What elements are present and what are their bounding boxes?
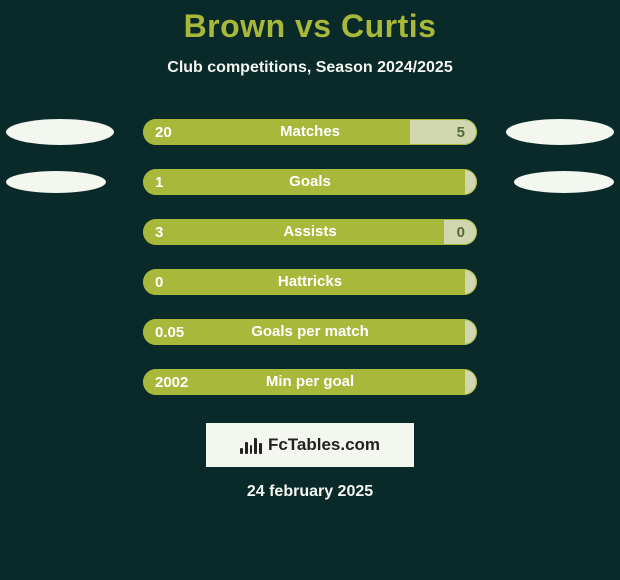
brand-text: FcTables.com [268,435,380,455]
stat-bar-left-seg: 0.05 [143,319,465,345]
stat-bar-right-seg: 0 [444,219,477,245]
stat-row: 205Matches [0,119,620,145]
stat-bar: 2002Min per goal [143,369,477,395]
bar-chart-icon [240,436,262,454]
stat-bar-right-seg: 5 [410,119,477,145]
stat-left-value: 20 [155,124,172,141]
stat-right-value: 5 [457,124,465,141]
stat-row: 2002Min per goal [0,369,620,395]
date-text: 24 february 2025 [0,483,620,501]
stat-row: 1Goals [0,169,620,195]
stat-left-value: 2002 [155,374,188,391]
stat-bar-left-seg: 20 [143,119,410,145]
stat-bar: 30Assists [143,219,477,245]
stat-bar-left-seg: 0 [143,269,465,295]
stat-row: 0Hattricks [0,269,620,295]
brand-badge: FcTables.com [206,423,414,467]
stat-rows: 205Matches1Goals30Assists0Hattricks0.05G… [0,119,620,395]
stat-bar: 0Hattricks [143,269,477,295]
stat-bar: 0.05Goals per match [143,319,477,345]
stat-left-value: 3 [155,224,163,241]
stat-bar-left-seg: 3 [143,219,444,245]
stat-bar: 205Matches [143,119,477,145]
stat-left-value: 0.05 [155,324,184,341]
stat-bar-right-seg [465,169,477,195]
player-left-placeholder [6,119,114,145]
title-left: Brown [184,8,286,44]
stat-left-value: 0 [155,274,163,291]
stat-bar-right-seg [465,319,477,345]
stat-right-value: 0 [457,224,465,241]
player-right-placeholder [514,171,614,193]
stat-row: 0.05Goals per match [0,319,620,345]
subtitle: Club competitions, Season 2024/2025 [0,59,620,77]
title-vs: vs [295,8,332,44]
stat-bar: 1Goals [143,169,477,195]
stat-bar-left-seg: 2002 [143,369,465,395]
stat-bar-left-seg: 1 [143,169,465,195]
page-title: Brown vs Curtis [0,0,620,45]
stat-row: 30Assists [0,219,620,245]
stat-bar-right-seg [465,369,477,395]
player-right-placeholder [506,119,614,145]
comparison-card: Brown vs Curtis Club competitions, Seaso… [0,0,620,580]
title-right: Curtis [341,8,436,44]
player-left-placeholder [6,171,106,193]
stat-left-value: 1 [155,174,163,191]
stat-bar-right-seg [465,269,477,295]
